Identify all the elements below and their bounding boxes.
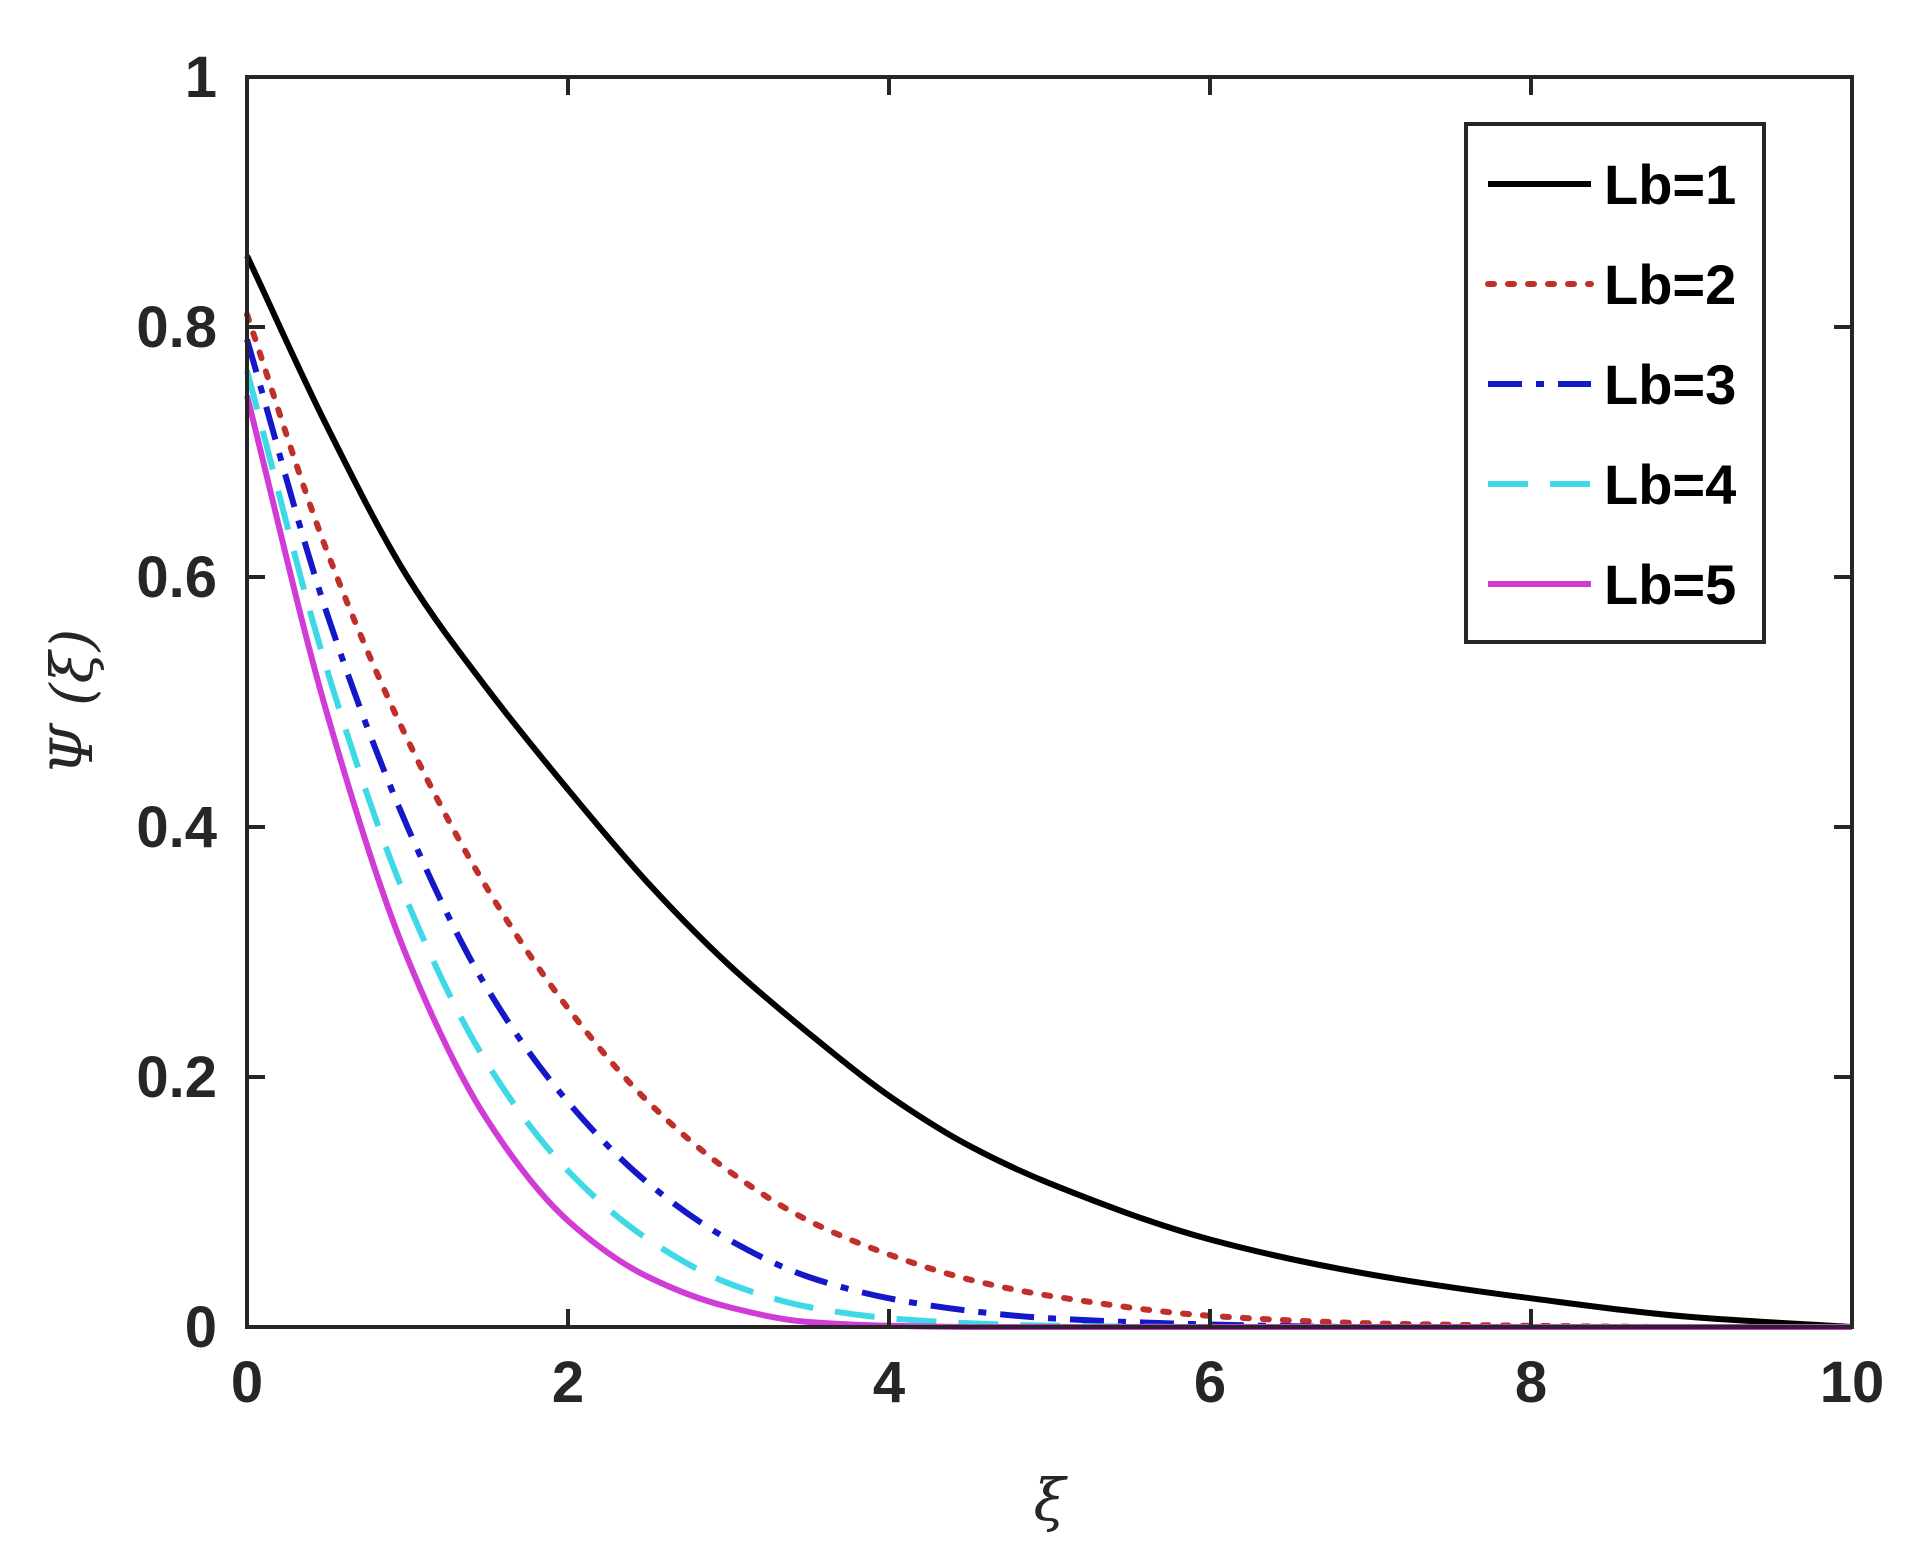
y-axis-label: Ψ (ξ): [38, 629, 106, 776]
plot-box: [245, 75, 1854, 1329]
x-tick-label: 10: [1820, 1350, 1885, 1415]
series-line-1: [244, 254, 1853, 1330]
x-tick-label: 4: [873, 1350, 905, 1415]
x-tick-label: 8: [1515, 1350, 1547, 1415]
legend-label-5: Lb=5: [1604, 553, 1736, 616]
axes-frame: [245, 75, 1854, 1329]
legend-label-3: Lb=3: [1604, 353, 1736, 416]
y-tick-label: 0.2: [136, 1045, 217, 1110]
x-axis-label: ξ: [1034, 1466, 1069, 1534]
x-tick-label: 2: [552, 1350, 584, 1415]
axis-ticks: [245, 75, 1854, 1329]
y-tick-label: 0.4: [136, 795, 217, 860]
legend-label-4: Lb=4: [1604, 453, 1736, 516]
tick-labels: 0 2 4 6 8 10 0 0.2 0.4 0.6 0.8 1: [136, 45, 1884, 1415]
y-tick-label: 1: [185, 45, 217, 110]
y-tick-label: 0.6: [136, 545, 217, 610]
y-tick-label: 0.8: [136, 295, 217, 360]
legend: Lb=1 Lb=2 Lb=3 Lb=4 Lb=5: [1464, 122, 1766, 644]
legend-label-1: Lb=1: [1604, 153, 1736, 216]
x-tick-label: 6: [1194, 1350, 1226, 1415]
y-tick-label: 0: [185, 1295, 217, 1360]
legend-label-2: Lb=2: [1604, 253, 1736, 316]
x-tick-label: 0: [231, 1350, 263, 1415]
